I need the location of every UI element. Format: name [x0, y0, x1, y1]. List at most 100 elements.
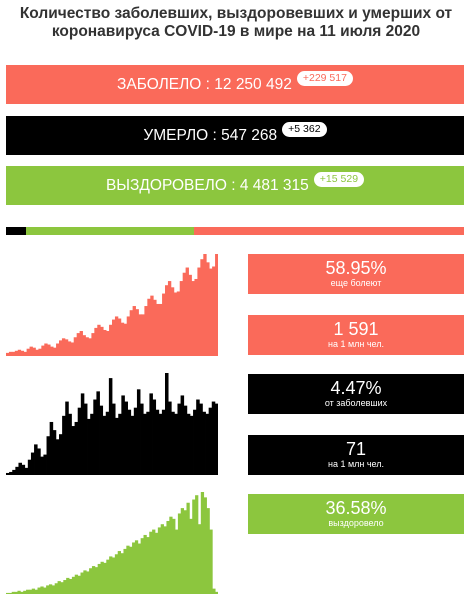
sparkline-bar [71, 576, 76, 594]
cases-total-label: ЗАБОЛЕЛО : 12 250 492 [117, 75, 292, 93]
sparkline-bar [186, 413, 191, 475]
sparkline-bar [209, 529, 213, 594]
sparkline-bar [59, 340, 63, 356]
sparkline-bar [44, 343, 48, 356]
cases-total-bar: ЗАБОЛЕЛО : 12 250 492 +229 517 [6, 65, 464, 104]
deaths-delta-badge: +5 362 [282, 122, 327, 137]
sparkline-bar [126, 545, 130, 594]
sparkline-bar [180, 508, 185, 594]
sparkline-bar [8, 592, 13, 594]
sparkline-bar [114, 554, 119, 594]
sparkline-bar [172, 518, 176, 594]
sparkline-bar [41, 345, 45, 356]
sparkline-bar [202, 411, 206, 475]
sparkline-bar [23, 351, 28, 356]
sparkline-bar [85, 337, 89, 356]
sparkline-bar [105, 411, 110, 475]
page-title: Количество заболевших, выздоровевших и у… [19, 5, 453, 40]
sparkline-bar [153, 299, 157, 356]
sparkline-bar [34, 444, 38, 475]
sparkline-bar [203, 497, 207, 594]
sparkline-bar [47, 344, 51, 356]
sparkline-bar [141, 314, 145, 356]
sparkline-bar [189, 518, 193, 594]
sparkline-bar [173, 292, 178, 356]
sparkline-bar [73, 337, 78, 356]
sparkline-bar [76, 333, 81, 356]
sparkline-bar [199, 403, 203, 475]
sparkline-bar [129, 310, 134, 356]
death-rate-box: 4.47% от заболевших [248, 374, 464, 414]
sparkline-bar [88, 338, 92, 356]
sparkline-bar [97, 563, 101, 594]
sparkline-bar [169, 516, 173, 594]
sparkline-bar [118, 413, 122, 475]
sparkline-bar [209, 268, 213, 356]
sparkline-bar [69, 578, 73, 594]
sparkline-bar [38, 348, 42, 356]
sparkline-bar [80, 393, 85, 475]
sparkline-bar [97, 324, 101, 356]
sparkline-bar [46, 585, 50, 594]
sparkline-bar [94, 567, 99, 594]
sparkline-bar [37, 448, 41, 475]
sparkline-bar [93, 399, 97, 475]
sparkline-bar [121, 395, 125, 475]
sparkline-bar [54, 583, 58, 594]
sparkline-bar [166, 520, 170, 594]
sparkline-bar [165, 373, 169, 475]
sparkline-bar [208, 407, 213, 475]
sparkline-bar [179, 281, 184, 356]
sparkline-bar [37, 587, 41, 594]
active-share-segment [194, 227, 464, 235]
sparkline-bar [156, 303, 160, 356]
sparkline-bar [183, 405, 188, 475]
recovered-total-label: ВЫЗДОРОВЕЛО : 4 481 315 [105, 176, 309, 194]
sparkline-bar [70, 342, 75, 356]
sparkline-bar [61, 338, 66, 356]
sparkline-bar [149, 531, 153, 594]
sparkline-bar [159, 303, 163, 356]
sparkline-bar [175, 529, 179, 594]
sparkline-bar [123, 548, 127, 594]
deaths-total-bar: УМЕРЛО : 547 268 +5 362 [6, 116, 464, 155]
sparkline-bar [82, 335, 86, 356]
sparkline-bar [149, 393, 153, 475]
sparkline-bar [46, 436, 51, 475]
sparkline-bar [99, 405, 104, 475]
sparkline-bar [62, 415, 66, 475]
sparkline-bar [51, 585, 56, 594]
sparkline-bar [96, 391, 100, 475]
sparkline-bar [144, 306, 148, 356]
sparkline-bar [155, 409, 160, 475]
sparkline-bar [197, 524, 202, 594]
sparkline-bar [86, 571, 90, 594]
recovered-delta-badge: +15 529 [313, 172, 365, 187]
sparkline-bar [117, 318, 122, 356]
sparkline-bar [150, 295, 154, 356]
sparkline-bar [66, 577, 70, 594]
sparkline-bar [71, 426, 75, 475]
sparkline-bar [35, 349, 39, 356]
sparkline-bar [14, 350, 19, 356]
sparkline-bar [123, 323, 128, 356]
cases-per-million-box: 1 591 на 1 млн чел. [248, 315, 464, 355]
sparkline-bar [136, 389, 141, 475]
cases-delta-badge: +229 517 [296, 71, 353, 86]
sparkline-bar [64, 339, 69, 356]
sparkline-bar [120, 553, 124, 594]
sparkline-bar [138, 314, 142, 356]
recovered-pct-value: 36.58% [325, 498, 387, 518]
sparkline-bar [31, 588, 36, 594]
sparkline-bar [79, 331, 83, 356]
sparkline-bar [197, 267, 201, 356]
sparkline-bar [200, 492, 205, 594]
sparkline-bar [154, 532, 159, 594]
sparkline-bar [132, 542, 136, 594]
sparkline-bar [185, 267, 189, 356]
sparkline-bar [18, 462, 22, 475]
sparkline-bar [12, 469, 16, 475]
recovered-pct-caption: выздоровело [328, 518, 384, 528]
sparkline-bar [126, 316, 131, 356]
sparkline-bar [59, 434, 63, 475]
